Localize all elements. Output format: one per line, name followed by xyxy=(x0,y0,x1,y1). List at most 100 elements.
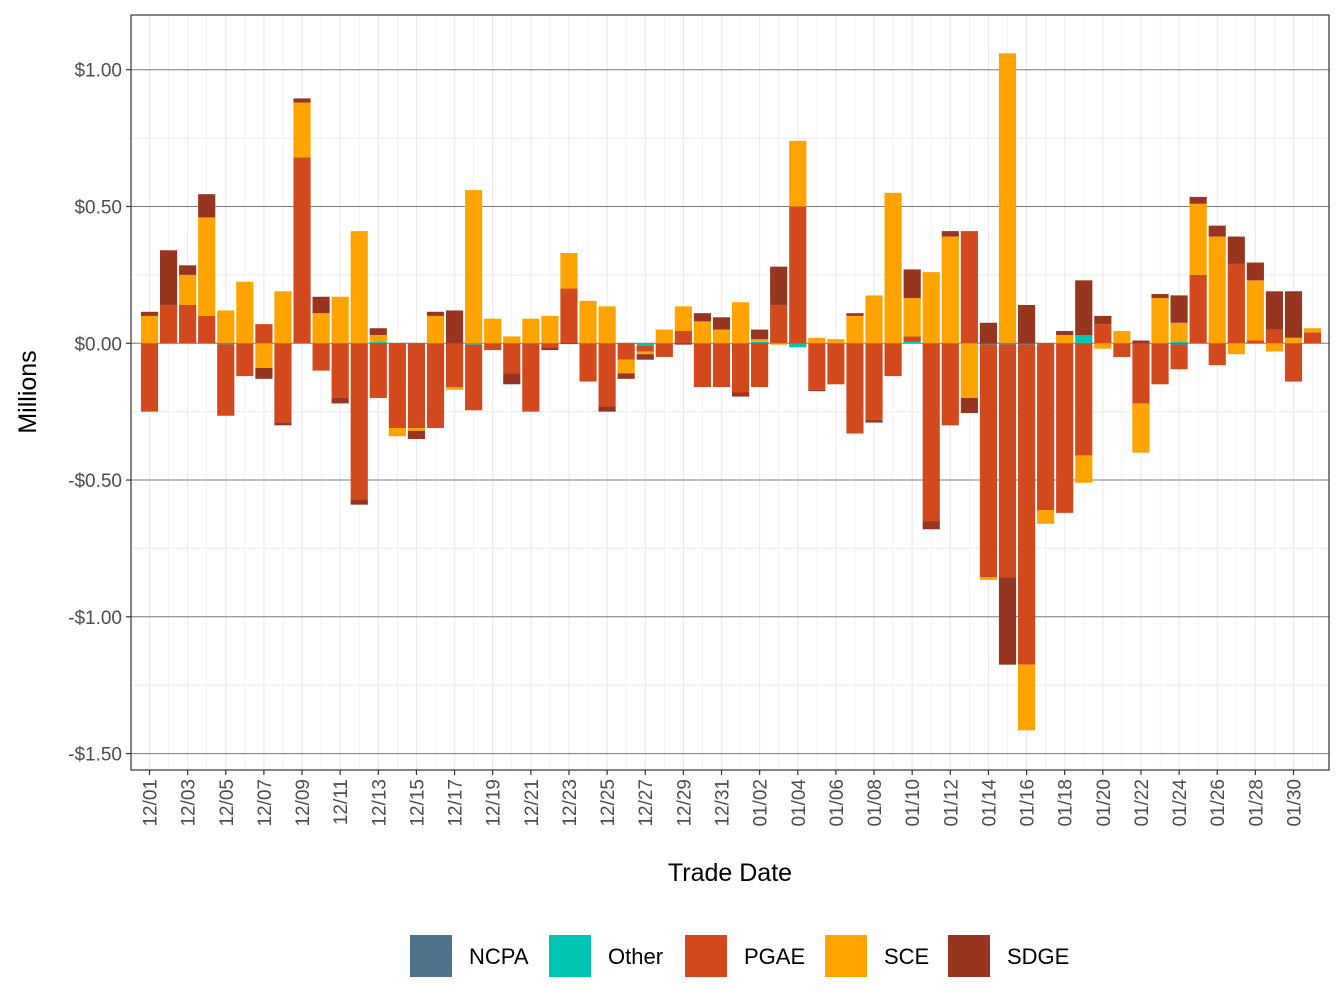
bar-pgae xyxy=(598,343,616,407)
bar-other xyxy=(1075,335,1093,344)
bar-sce xyxy=(770,343,788,345)
bar-pgae xyxy=(789,206,807,344)
bar-other xyxy=(465,343,483,345)
legend-item-sce: SCE xyxy=(825,935,929,977)
bar-sdge xyxy=(1075,280,1093,336)
bar-sce xyxy=(293,102,311,158)
bar-sce xyxy=(484,318,502,344)
x-tick-label: 01/08 xyxy=(865,779,886,827)
bar-sce xyxy=(884,192,902,344)
bar-pgae xyxy=(636,345,654,352)
x-tick-label: 01/24 xyxy=(1170,779,1191,827)
x-axis: 12/01 12/03 12/05 12/07 12/09 12/11 12/13 12/15… xyxy=(141,770,1306,827)
bar-pgae xyxy=(541,343,559,348)
x-tick-label: 12/03 xyxy=(179,779,200,827)
bar-pgae xyxy=(293,157,311,344)
bar-pgae xyxy=(1170,344,1188,370)
bar-sce xyxy=(903,298,921,337)
bar-pgae xyxy=(903,336,921,342)
bar-pgae xyxy=(179,304,197,344)
bar-sdge xyxy=(503,373,521,385)
bar-sce xyxy=(598,306,616,344)
legend-label: NCPA xyxy=(469,944,529,969)
bar-sdge xyxy=(1056,330,1074,336)
bar-sdge xyxy=(712,317,731,330)
legend-label: Other xyxy=(608,944,663,969)
bar-sdge xyxy=(560,343,578,345)
bar-sce xyxy=(217,310,235,344)
bar-sdge xyxy=(1208,225,1226,237)
bar-sdge xyxy=(1017,304,1036,344)
bar-pgae xyxy=(998,344,1017,578)
bar-pgae xyxy=(255,324,273,344)
x-axis-title: Trade Date xyxy=(668,859,792,887)
y-axis-title: Millions xyxy=(14,350,42,433)
bar-pgae xyxy=(217,344,235,416)
legend-swatch xyxy=(549,935,591,977)
bar-sdge xyxy=(731,392,750,397)
x-tick-label: 12/29 xyxy=(674,779,695,827)
bar-pgae xyxy=(1227,263,1245,344)
x-tick-label: 01/28 xyxy=(1246,779,1267,827)
legend-label: PGAE xyxy=(744,944,805,969)
bar-sdge xyxy=(1246,262,1264,281)
bar-sce xyxy=(350,231,368,344)
bar-sce xyxy=(674,306,692,331)
bar-sce xyxy=(140,315,159,344)
bar-sce xyxy=(560,252,578,289)
y-tick-label: -$1.50 xyxy=(68,745,122,766)
bar-pgae xyxy=(388,343,406,429)
bar-pgae xyxy=(503,343,521,374)
bar-sce xyxy=(1017,664,1036,731)
bar-pgae xyxy=(445,343,464,388)
x-tick-label: 01/30 xyxy=(1285,779,1306,827)
bar-ncpa xyxy=(217,343,235,345)
x-tick-label: 01/02 xyxy=(751,779,772,827)
legend-label: SDGE xyxy=(1007,944,1069,969)
x-tick-label: 12/21 xyxy=(522,779,543,827)
bar-sce xyxy=(1056,335,1074,344)
y-tick-label: $0.50 xyxy=(74,197,122,218)
bar-sdge xyxy=(312,296,330,314)
bars xyxy=(140,53,1322,731)
x-tick-label: 01/26 xyxy=(1208,779,1229,827)
bar-sce xyxy=(541,315,559,344)
bar-ncpa xyxy=(1017,343,1036,345)
y-tick-label: $0.00 xyxy=(74,334,122,355)
bar-sce xyxy=(636,351,654,355)
bar-sdge xyxy=(293,98,311,103)
bar-pgae xyxy=(693,343,712,388)
bar-other xyxy=(636,343,654,346)
bar-pgae xyxy=(960,231,978,344)
bar-sce xyxy=(503,336,521,344)
bar-sdge xyxy=(159,250,178,305)
bar-sce xyxy=(617,359,635,374)
bar-pgae xyxy=(140,343,159,412)
bar-sdge xyxy=(1170,295,1188,323)
bar-sce xyxy=(522,318,540,344)
legend-swatch xyxy=(410,935,452,977)
bar-sce xyxy=(388,428,406,437)
bar-sdge xyxy=(636,354,654,360)
bar-sdge xyxy=(770,266,788,305)
x-tick-label: 01/14 xyxy=(979,779,1000,827)
y-tick-label: -$0.50 xyxy=(68,471,122,492)
bar-sdge xyxy=(617,373,635,379)
bar-sdge xyxy=(751,329,769,340)
bar-sce xyxy=(1113,330,1131,344)
bar-sdge xyxy=(198,194,216,218)
bar-sce xyxy=(655,329,673,344)
y-tick-label: -$1.00 xyxy=(68,608,122,629)
bar-sdge xyxy=(693,313,712,322)
bar-sdge xyxy=(331,397,349,404)
bar-pgae xyxy=(1151,343,1169,385)
bar-sdge xyxy=(140,311,159,316)
bar-pgae xyxy=(426,343,445,429)
bar-sce xyxy=(751,339,769,342)
x-tick-label: 12/23 xyxy=(560,779,581,827)
bar-sce xyxy=(236,281,254,344)
legend-item-other: Other xyxy=(549,935,663,977)
bar-sce xyxy=(1094,343,1112,349)
x-tick-label: 01/06 xyxy=(827,779,848,827)
x-tick-label: 01/16 xyxy=(1018,779,1039,827)
